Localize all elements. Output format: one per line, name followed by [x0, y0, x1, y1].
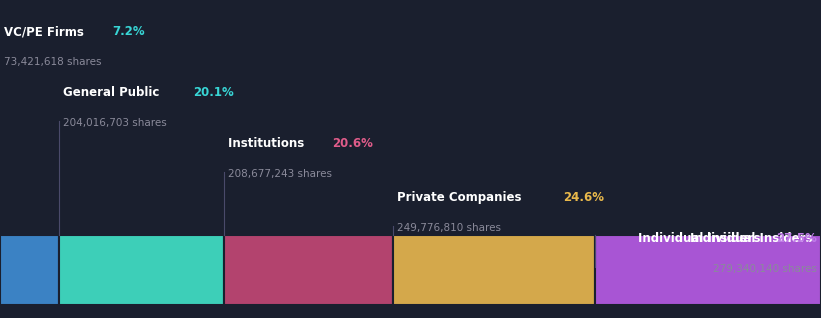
Text: Private Companies: Private Companies	[397, 191, 526, 204]
Text: Institutions: Institutions	[228, 137, 309, 150]
Bar	[595, 235, 821, 305]
Text: 249,776,810 shares: 249,776,810 shares	[397, 223, 502, 232]
Text: Individual Insiders: Individual Insiders	[638, 232, 764, 245]
Bar	[59, 235, 224, 305]
Bar	[224, 235, 393, 305]
Text: 279,340,140 shares: 279,340,140 shares	[713, 264, 817, 274]
Text: VC/PE Firms: VC/PE Firms	[4, 25, 88, 38]
Text: 24.6%: 24.6%	[563, 191, 604, 204]
Text: 208,677,243 shares: 208,677,243 shares	[228, 169, 333, 178]
Text: 204,016,703 shares: 204,016,703 shares	[63, 118, 167, 128]
Text: 20.1%: 20.1%	[193, 86, 234, 99]
Text: Individual Insiders: Individual Insiders	[690, 232, 817, 245]
Text: General Public: General Public	[63, 86, 163, 99]
Text: 7.2%: 7.2%	[112, 25, 145, 38]
Bar	[0, 235, 59, 305]
Text: 73,421,618 shares: 73,421,618 shares	[4, 57, 102, 67]
Bar	[393, 235, 595, 305]
Text: 20.6%: 20.6%	[332, 137, 373, 150]
Text: 27.5%: 27.5%	[776, 232, 817, 245]
